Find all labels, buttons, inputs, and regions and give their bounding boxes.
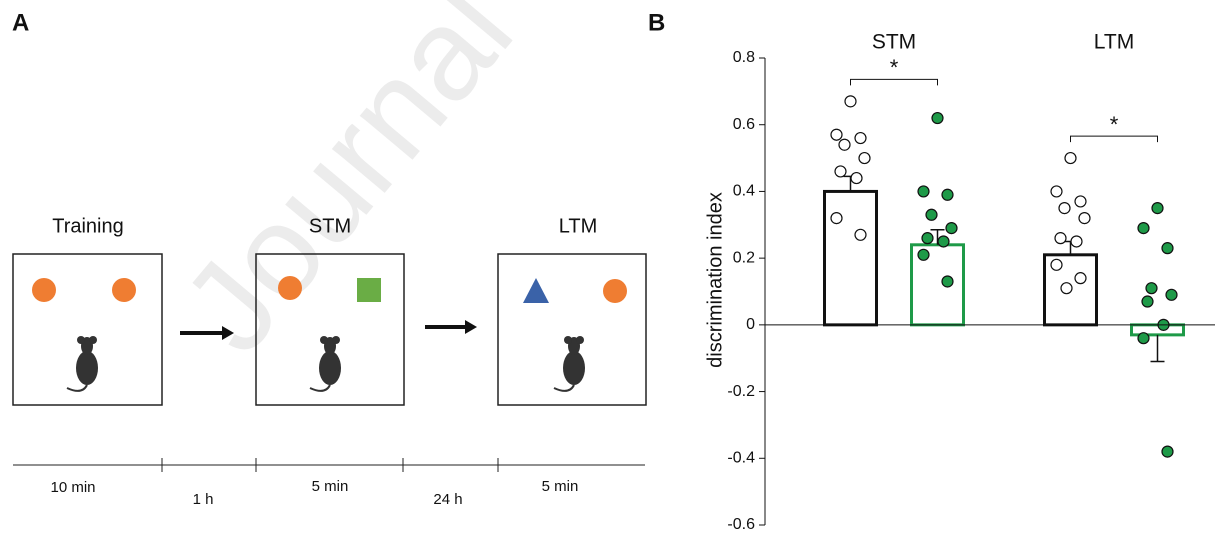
data-point [1151,202,1164,215]
data-point [830,212,843,225]
error-bar [1150,334,1165,363]
arena [12,253,163,406]
significance-star: * [890,55,899,80]
category-label: LTM [1094,31,1134,54]
category-label: STM [872,31,916,54]
y-tick-label: 0.8 [733,49,755,66]
object [523,278,549,303]
y-tick-label: -0.4 [727,450,755,467]
object [278,276,302,300]
data-point [1165,288,1178,301]
timeline-label: 1 h [193,491,214,508]
stage-title: STM [309,215,351,237]
timeline-label: 5 min [542,478,579,495]
data-point [937,235,950,248]
data-point [945,222,958,235]
data-point [1161,445,1174,458]
data-point [1054,232,1067,245]
timeline-label: 5 min [312,478,349,495]
bar [1130,323,1185,337]
mouse [553,336,585,392]
object [112,278,136,302]
arena [497,253,647,406]
data-point [931,111,944,125]
y-tick-label: -0.2 [727,383,755,400]
watermark: Journal Pre-proof [154,0,912,378]
data-point [854,228,867,241]
data-point [838,138,851,151]
data-point [921,232,934,245]
timeline-label: 24 h [433,491,462,508]
data-point [834,165,847,178]
object [357,278,381,302]
stage-title: Training [52,215,124,237]
timeline-label: 10 min [50,479,95,496]
data-point [1060,282,1073,295]
y-tick-label: 0.2 [733,249,755,266]
panel-a [12,253,647,472]
data-point [1050,185,1063,198]
y-tick-label: 0.6 [733,116,755,133]
panel-label: A [12,9,29,36]
data-point [1161,242,1174,255]
significance-bracket [850,78,938,86]
data-point [917,248,930,261]
mouse [66,336,98,392]
data-point [854,131,867,145]
bar [910,243,965,327]
data-point [925,208,938,221]
arrow-head [222,326,234,340]
mouse [309,336,341,392]
data-point [1074,195,1087,208]
data-point [917,185,930,198]
object [603,279,627,303]
data-point [1050,258,1063,271]
y-tick-label: 0.4 [733,183,755,200]
data-point [1074,272,1087,285]
object [32,278,56,302]
data-point [1137,222,1150,235]
data-point [1058,202,1071,215]
arrow-head [465,320,477,334]
y-tick-label: 0 [746,316,755,333]
arena [255,253,405,406]
y-axis-label: discrimination index [704,192,726,368]
bar [823,189,878,327]
data-point [850,171,863,185]
data-point [941,188,954,201]
data-point [1070,235,1083,248]
data-point [941,275,954,288]
data-point [1064,151,1077,165]
significance-bracket [1070,135,1158,143]
data-point [844,95,857,108]
data-point [1145,282,1158,295]
stage-title: LTM [559,215,598,237]
data-point [858,151,871,165]
significance-star: * [1110,112,1119,137]
data-point [1141,295,1154,308]
data-point [1078,212,1091,225]
panel-label: B [648,9,665,36]
data-point [830,128,843,141]
y-tick-label: -0.6 [727,516,755,533]
data-point [1137,332,1150,345]
